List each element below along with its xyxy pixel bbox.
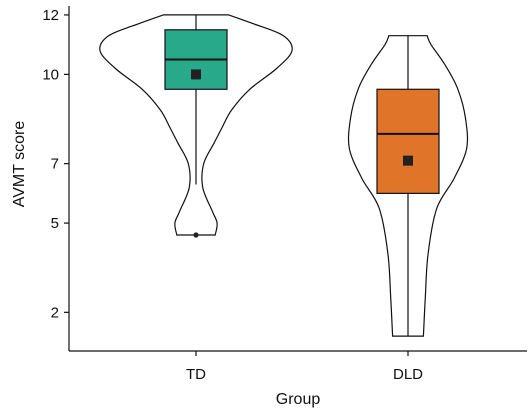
mean-marker-dld (403, 155, 413, 166)
violin-dld (347, 35, 469, 337)
y-tick-label: 5 (51, 215, 59, 232)
x-axis-title: Group (276, 391, 321, 408)
axes: 2 5 7 10 12 TD DLD (42, 6, 527, 383)
y-tick-label: 10 (42, 66, 59, 83)
box-dld (376, 88, 440, 194)
x-tick-label: DLD (393, 366, 423, 383)
y-axis-title: AVMT score (11, 121, 28, 208)
plot-area (99, 14, 469, 337)
y-tick-label: 7 (51, 156, 59, 173)
y-tick-label: 12 (42, 7, 59, 24)
violin-td (99, 14, 293, 236)
x-tick-label: TD (186, 366, 206, 383)
y-tick-label: 2 (51, 304, 59, 321)
mean-marker-td (191, 69, 201, 80)
outlier-point-td (193, 232, 199, 238)
